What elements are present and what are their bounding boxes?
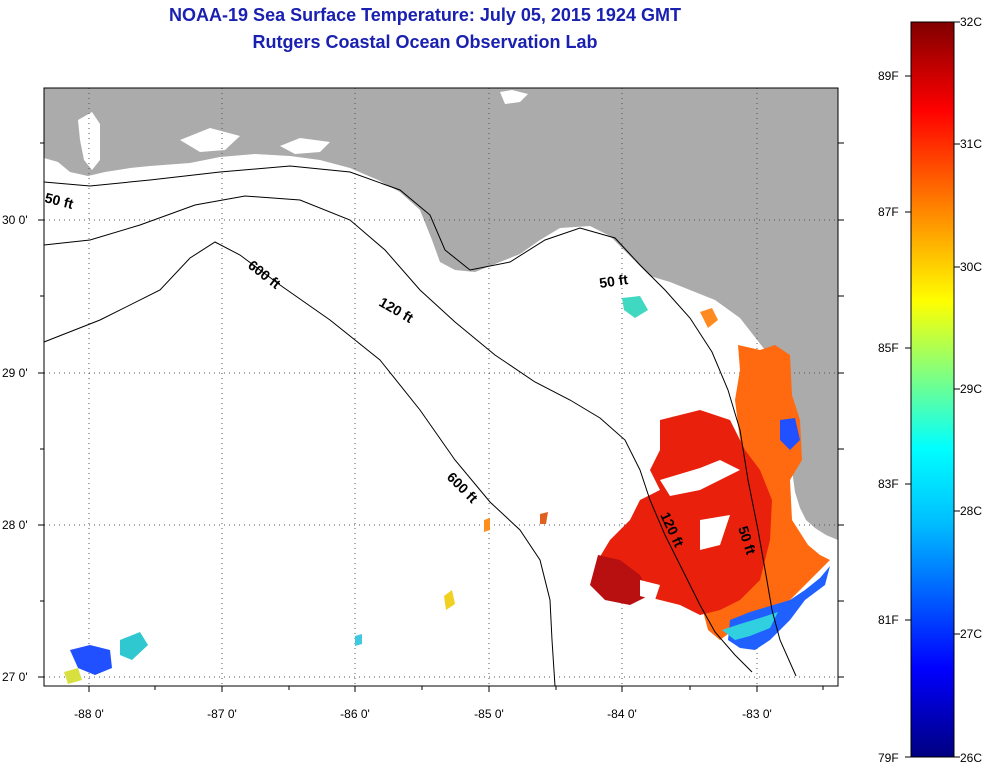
colorbar-celsius-label: 29C bbox=[960, 382, 982, 396]
colorbar-celsius-label: 28C bbox=[960, 504, 982, 518]
colorbar-fahrenheit-label: 79F bbox=[878, 751, 899, 765]
x-tick-label: -88 0' bbox=[74, 707, 104, 721]
colorbar-fahrenheit-label: 85F bbox=[878, 341, 899, 355]
y-tick-label: 28 0' bbox=[2, 518, 28, 532]
colorbar-celsius-label: 31C bbox=[960, 137, 982, 151]
sst-patch-orange bbox=[540, 512, 548, 524]
sst-patch-orange bbox=[484, 518, 490, 532]
contour-120ft bbox=[43, 195, 753, 673]
colorbar-fahrenheit-label: 89F bbox=[878, 69, 899, 83]
colorbar-celsius-label: 27C bbox=[960, 627, 982, 641]
map-title: NOAA-19 Sea Surface Temperature: July 05… bbox=[169, 5, 681, 25]
cloud-gaps bbox=[640, 460, 740, 600]
bay bbox=[280, 138, 330, 154]
colorbar-ticks bbox=[905, 21, 960, 758]
sst-patch-darkred bbox=[590, 555, 650, 605]
y-tick-label: 29 0' bbox=[2, 366, 28, 380]
bay bbox=[180, 128, 240, 152]
contour-label-50ft-west: 50 ft bbox=[43, 189, 75, 212]
map-frame bbox=[43, 87, 839, 687]
sst-patch-cyan bbox=[355, 634, 362, 646]
colorbar bbox=[910, 21, 955, 758]
colorbar-fahrenheit-label: 81F bbox=[878, 613, 899, 627]
contour-50ft bbox=[43, 165, 797, 677]
land-mass bbox=[44, 88, 838, 540]
sst-patch-cyan bbox=[622, 296, 648, 318]
colorbar-celsius-label: 32C bbox=[960, 15, 982, 29]
y-tick-label: 27 0' bbox=[2, 670, 28, 684]
contour-600ft bbox=[43, 241, 556, 687]
x-tick-label: -87 0' bbox=[207, 707, 237, 721]
sst-patch-orange bbox=[700, 308, 718, 328]
sst-patch-yellow bbox=[444, 590, 455, 610]
sst-patch-blue bbox=[780, 418, 800, 450]
sst-patch-blue bbox=[70, 645, 112, 675]
bay bbox=[78, 112, 100, 170]
contour-label-50ft-bigbend: 50 ft bbox=[598, 271, 629, 291]
sst-patch-cyan bbox=[120, 632, 148, 660]
bathymetry-contours bbox=[43, 165, 797, 687]
sst-patch-cyan bbox=[722, 612, 778, 640]
colorbar-fahrenheit-label: 87F bbox=[878, 205, 899, 219]
colorbar-fahrenheit-label: 83F bbox=[878, 477, 899, 491]
axis-ticks bbox=[38, 142, 844, 692]
sst-data bbox=[64, 296, 830, 684]
lake bbox=[500, 90, 528, 104]
x-tick-label: -84 0' bbox=[607, 707, 637, 721]
x-tick-label: -86 0' bbox=[340, 707, 370, 721]
map-subtitle: Rutgers Coastal Ocean Observation Lab bbox=[252, 32, 598, 52]
sst-patch-red bbox=[598, 410, 772, 615]
x-tick-label: -83 0' bbox=[742, 707, 772, 721]
y-tick-label: 30 0' bbox=[2, 213, 28, 227]
x-tick-label: -85 0' bbox=[474, 707, 504, 721]
colorbar-celsius-label: 30C bbox=[960, 260, 982, 274]
colorbar-celsius-label: 26C bbox=[960, 751, 982, 765]
sst-patch-yellow bbox=[64, 668, 82, 684]
